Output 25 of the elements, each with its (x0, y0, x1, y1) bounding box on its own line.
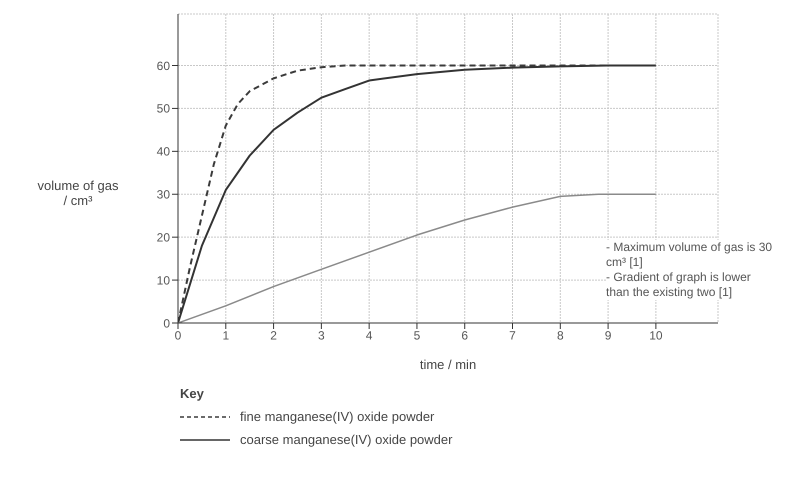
annotation: - Maximum volume of gas is 30 cm³ [1] (606, 240, 774, 270)
legend-label: fine manganese(IV) oxide powder (240, 409, 434, 424)
y-tick-label: 0 (163, 316, 170, 330)
x-axis-title: time / min (420, 357, 476, 372)
y-tick-label: 10 (156, 273, 170, 288)
y-tick-label: 30 (156, 188, 170, 202)
x-tick-label: 0 (174, 328, 182, 343)
x-tick-label: 4 (366, 328, 373, 343)
y-axis-title: volume of gas / cm³ (36, 178, 120, 208)
y-tick-label: 50 (156, 102, 170, 116)
x-tick-label: 10 (649, 328, 663, 343)
x-tick-label: 3 (318, 328, 326, 343)
y-tick-label: 40 (156, 144, 170, 159)
x-tick-label: 8 (556, 328, 564, 343)
x-tick-label: 7 (509, 328, 516, 343)
y-tick-label: 20 (156, 230, 170, 244)
x-tick-label: 1 (222, 328, 230, 343)
x-tick-label: 5 (414, 328, 421, 343)
x-tick-label: 6 (461, 328, 468, 343)
y-tick-label: 60 (156, 58, 170, 73)
x-tick-label: 9 (604, 328, 612, 343)
annotation: - Gradient of graph is lower than the existing two [1] (606, 270, 752, 300)
legend-label: coarse manganese(IV) oxide powder (240, 432, 452, 447)
x-tick-label: 2 (270, 328, 278, 343)
legend-title: Key (180, 386, 205, 401)
